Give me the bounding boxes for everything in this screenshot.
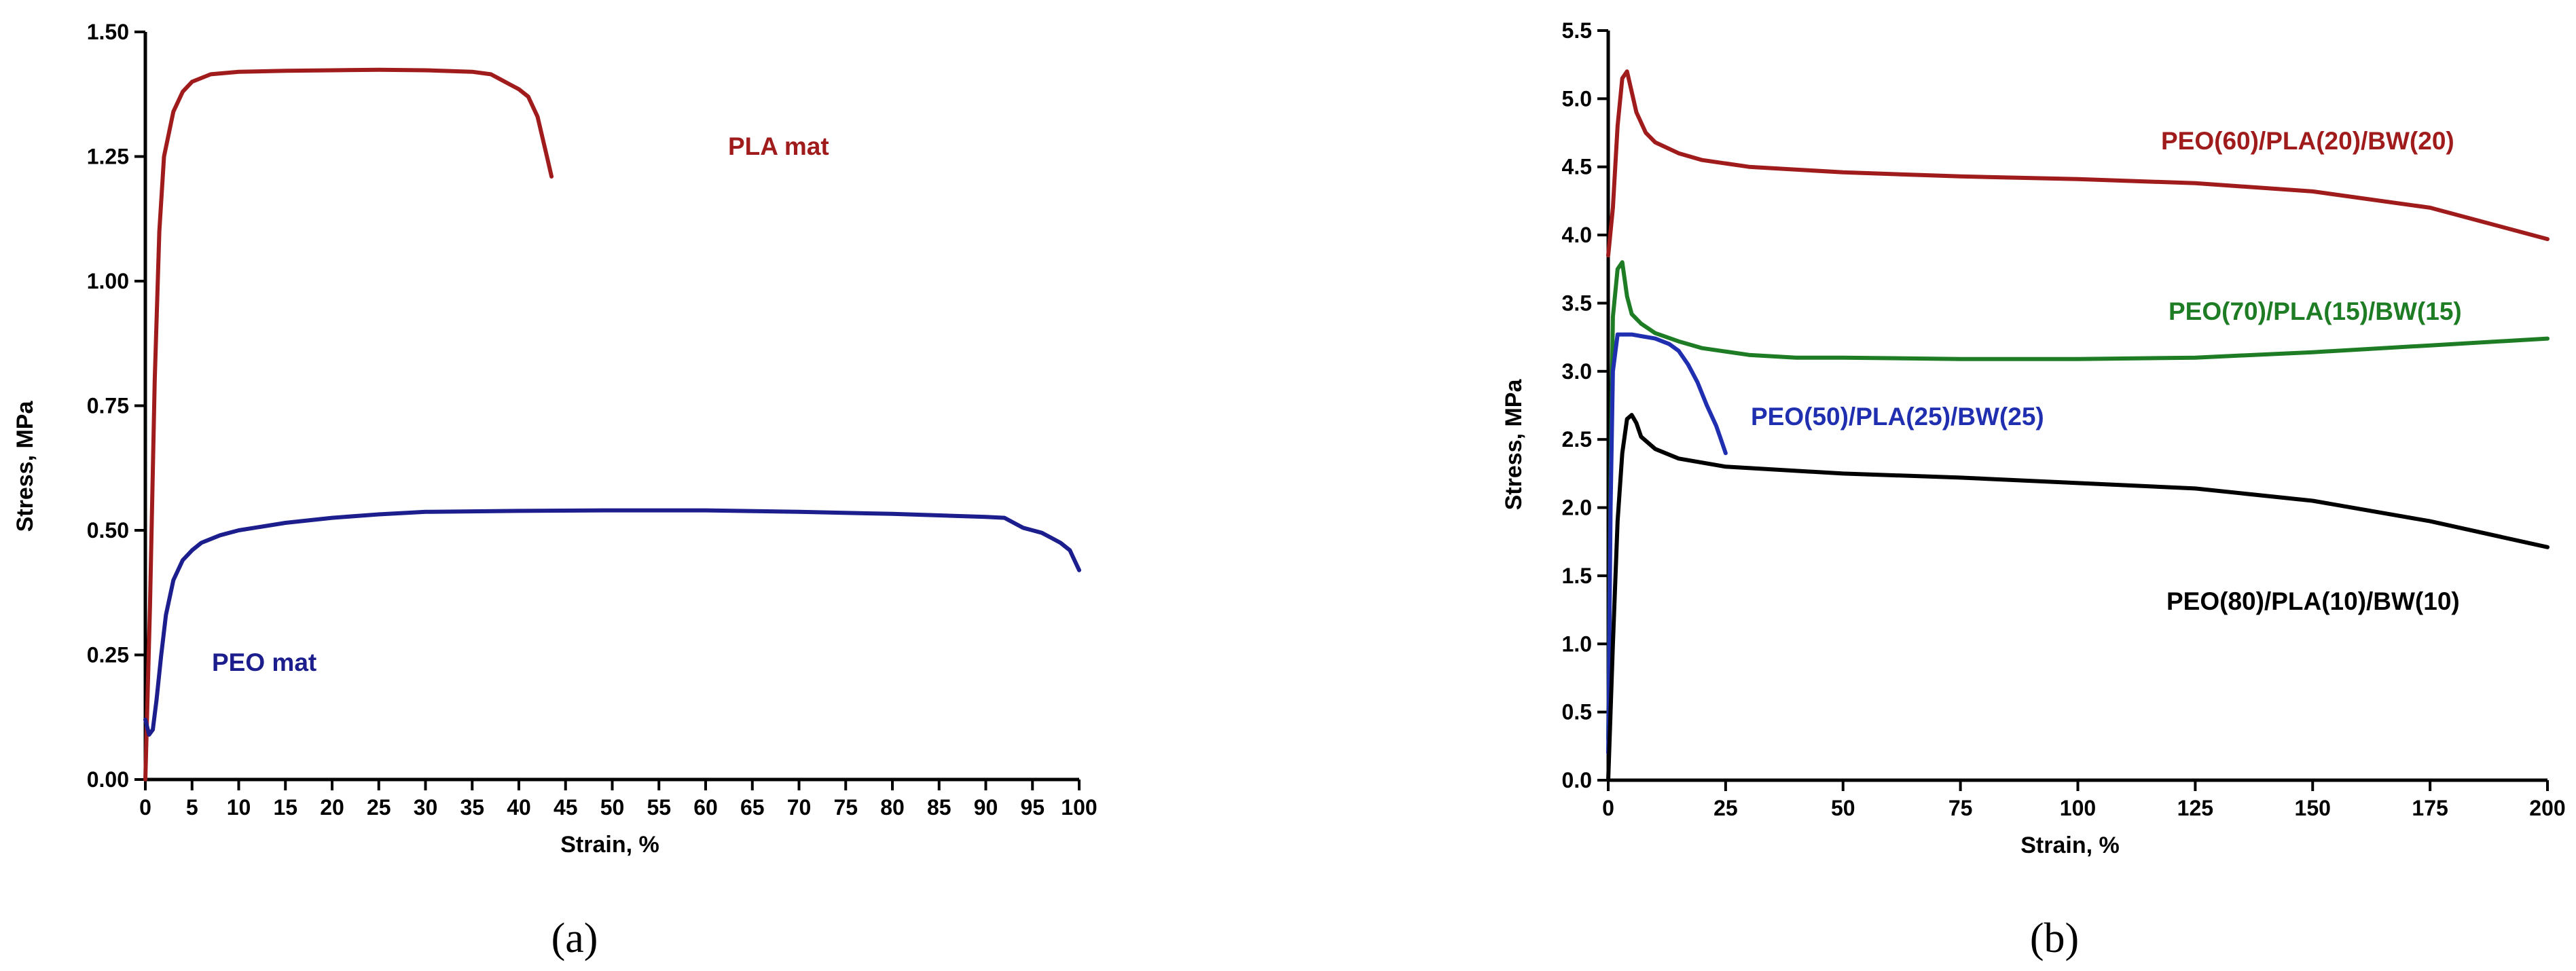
y-axis-title-b: Stress, MPa bbox=[1501, 379, 1527, 511]
series-group-panel-b bbox=[1606, 69, 2550, 782]
y-tick-label: 1.5 bbox=[1562, 564, 1592, 588]
series-line-peo-70-pla-15-bw-15 bbox=[1606, 260, 2550, 741]
x-tick-label: 50 bbox=[600, 795, 625, 820]
series-label-peo-mat: PEO mat bbox=[212, 648, 316, 676]
series-line-peo-80-pla-10-bw-10 bbox=[1606, 413, 2550, 782]
x-tick-label: 65 bbox=[740, 795, 765, 820]
x-tick-label: 45 bbox=[554, 795, 578, 820]
x-axis-title-a: Strain, % bbox=[560, 832, 659, 858]
x-tick-label: 0 bbox=[1602, 796, 1614, 820]
series-line-pla-mat bbox=[143, 67, 554, 782]
x-tick-label: 55 bbox=[647, 795, 671, 820]
y-tick-label: 0.75 bbox=[87, 394, 129, 418]
x-tick-label: 70 bbox=[787, 795, 812, 820]
x-tick-label: 40 bbox=[507, 795, 531, 820]
x-tick-label: 35 bbox=[460, 795, 484, 820]
y-tick-label: 2.0 bbox=[1562, 496, 1592, 520]
x-tick-label: 175 bbox=[2412, 796, 2448, 820]
x-tick-label: 75 bbox=[833, 795, 858, 820]
y-tick-label: 4.5 bbox=[1562, 155, 1592, 179]
y-tick-label: 2.5 bbox=[1562, 427, 1592, 452]
series-label-peo70: PEO(70)/PLA(15)/BW(15) bbox=[2169, 297, 2462, 325]
y-tick-label: 1.0 bbox=[1562, 631, 1592, 656]
x-tick-label: 20 bbox=[320, 795, 344, 820]
y-tick-label: 4.0 bbox=[1562, 223, 1592, 247]
x-tick-label: 100 bbox=[1061, 795, 1097, 820]
x-tick-label: 5 bbox=[186, 795, 198, 820]
x-tick-label: 150 bbox=[2295, 796, 2331, 820]
series-line-peo-50-pla-25-bw-25 bbox=[1606, 332, 1728, 755]
panel-caption-a: (a) bbox=[551, 915, 598, 961]
x-tick-label: 60 bbox=[693, 795, 718, 820]
series-label-peo50: PEO(50)/PLA(25)/BW(25) bbox=[1751, 403, 2044, 430]
x-tick-label: 0 bbox=[139, 795, 151, 820]
series-line-peo-mat bbox=[143, 508, 1081, 737]
series-label-peo80: PEO(80)/PLA(10)/BW(10) bbox=[2166, 587, 2460, 615]
x-tick-label: 75 bbox=[1948, 796, 1973, 820]
ticks-panel-a: 0 5 10 15 20 25 30 35 40 45 50 55 60 65 70 75 80 85 90 95 10… bbox=[87, 20, 1097, 820]
series-group-panel-a bbox=[143, 67, 1081, 782]
series-label-pla-mat: PLA mat bbox=[728, 132, 829, 160]
y-tick-label: 0.0 bbox=[1562, 768, 1592, 792]
series-label-peo60: PEO(60)/PLA(20)/BW(20) bbox=[2161, 127, 2454, 155]
chart-panel-b: 0 25 50 75 100 125 150 175 200 0.0 0.5 1.0 1.5 2.0 2.5… bbox=[1501, 18, 2566, 961]
series-line-peo-60-pla-20-bw-20 bbox=[1606, 69, 2550, 258]
x-tick-label: 200 bbox=[2529, 796, 2565, 820]
x-tick-label: 80 bbox=[880, 795, 905, 820]
y-tick-label: 0.5 bbox=[1562, 700, 1592, 725]
x-tick-label: 50 bbox=[1831, 796, 1855, 820]
x-tick-label: 25 bbox=[1713, 796, 1738, 820]
y-tick-label: 0.50 bbox=[87, 518, 129, 543]
y-tick-label: 1.00 bbox=[87, 269, 129, 293]
y-tick-label: 1.25 bbox=[87, 145, 129, 169]
y-tick-label: 3.0 bbox=[1562, 359, 1592, 384]
y-tick-label: 5.0 bbox=[1562, 86, 1592, 111]
x-tick-label: 100 bbox=[2060, 796, 2096, 820]
y-tick-label: 3.5 bbox=[1562, 291, 1592, 315]
y-tick-label: 0.25 bbox=[87, 643, 129, 667]
chart-panel-a: 0 5 10 15 20 25 30 35 40 45 50 55 60 65 70 75 80 85 90 95 10… bbox=[12, 20, 1097, 961]
x-tick-label: 10 bbox=[227, 795, 251, 820]
x-axis-title-b: Strain, % bbox=[2020, 832, 2119, 858]
x-tick-label: 30 bbox=[414, 795, 438, 820]
x-tick-label: 25 bbox=[367, 795, 391, 820]
ticks-panel-b: 0 25 50 75 100 125 150 175 200 0.0 0.5 1.0 1.5 2.0 2.5… bbox=[1562, 18, 2566, 820]
x-tick-label: 85 bbox=[927, 795, 951, 820]
x-tick-label: 125 bbox=[2177, 796, 2213, 820]
y-tick-label: 0.00 bbox=[87, 767, 129, 792]
y-axis-title-a: Stress, MPa bbox=[12, 401, 38, 532]
x-tick-label: 15 bbox=[273, 795, 297, 820]
x-tick-label: 95 bbox=[1020, 795, 1045, 820]
y-tick-label: 5.5 bbox=[1562, 18, 1592, 43]
y-tick-label: 1.50 bbox=[87, 20, 129, 44]
x-tick-label: 90 bbox=[974, 795, 998, 820]
panel-caption-b: (b) bbox=[2030, 915, 2079, 961]
